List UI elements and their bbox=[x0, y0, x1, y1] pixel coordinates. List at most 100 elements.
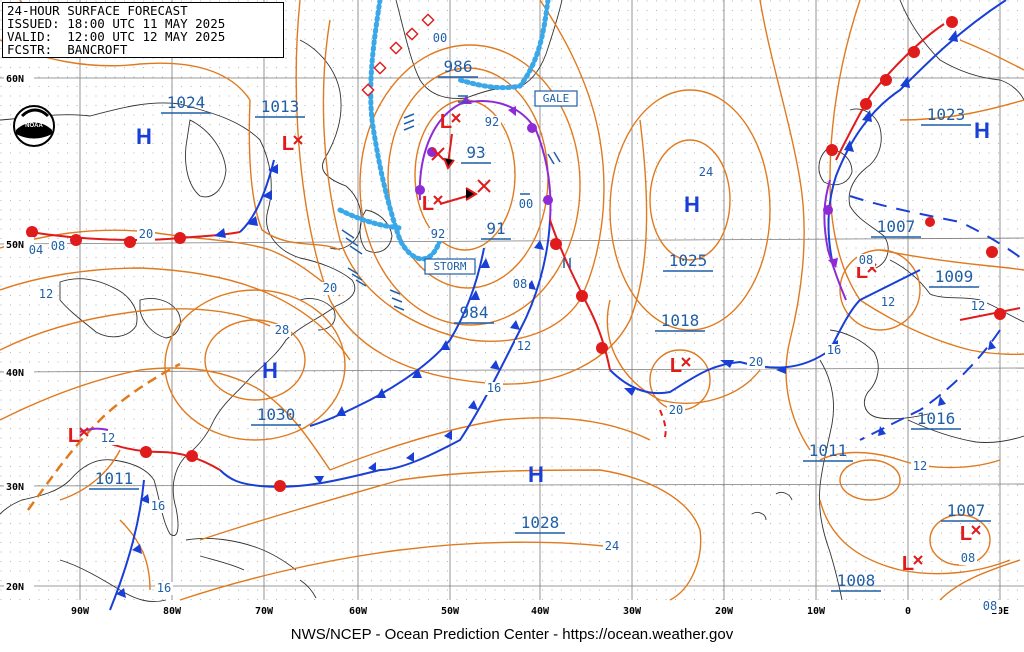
isobar-label: 20 bbox=[323, 281, 337, 295]
isobar-label-bg bbox=[517, 198, 535, 211]
lat-label: 50N bbox=[6, 240, 24, 251]
pressure-value: 986 bbox=[444, 57, 473, 76]
pressure-value: 1009 bbox=[935, 267, 974, 286]
wind-barbs bbox=[341, 95, 571, 311]
isobar-label: 08 bbox=[513, 277, 527, 291]
isobar-label-bg bbox=[515, 340, 533, 353]
lon-label: 60W bbox=[349, 606, 368, 617]
isobar-label: 08 bbox=[961, 551, 975, 565]
lon-label: 40W bbox=[531, 606, 550, 617]
lat-label-bg bbox=[4, 579, 34, 593]
lon-label-bg bbox=[618, 603, 646, 617]
lon-label-bg bbox=[710, 603, 738, 617]
pressure-value: 1013 bbox=[261, 97, 300, 116]
isobar-label: 28 bbox=[275, 323, 289, 337]
lat-label: 20N bbox=[6, 582, 24, 593]
warning-box bbox=[534, 90, 578, 107]
valid-line: VALID: 12:00 UTC 12 MAY 2025 bbox=[7, 29, 226, 44]
isobar-label: 08 bbox=[51, 239, 65, 253]
noaa-logo-text: NOAA bbox=[25, 123, 43, 129]
pressure-value: 1028 bbox=[521, 513, 560, 532]
isobar-label-bg bbox=[99, 432, 117, 445]
low-pressure-symbol: L bbox=[282, 133, 294, 155]
isobar-label: 00 bbox=[433, 31, 447, 45]
isobar-label: 16 bbox=[827, 343, 841, 357]
isobar-label: 12 bbox=[517, 339, 531, 353]
lat-label: 40N bbox=[6, 368, 24, 379]
lat-label: 30N bbox=[6, 482, 24, 493]
low-center-x-icon bbox=[79, 427, 89, 437]
lat-label: 60N bbox=[6, 74, 24, 85]
isobar-label: 24 bbox=[699, 165, 713, 179]
lon-label: 0 bbox=[905, 606, 911, 617]
isobar-label: 92 bbox=[485, 115, 499, 129]
low-center-x-icon bbox=[681, 357, 691, 367]
isobar-label: 92 bbox=[431, 227, 445, 241]
lon-label: 50W bbox=[441, 606, 460, 617]
iceberg-limit bbox=[361, 13, 435, 97]
pressure-value: 1008 bbox=[837, 571, 876, 590]
isobar-label-bg bbox=[483, 116, 501, 129]
warning-box bbox=[424, 258, 476, 275]
isobar-label: 12 bbox=[101, 431, 115, 445]
lon-label: 10W bbox=[807, 606, 826, 617]
fronts bbox=[26, 0, 1024, 611]
low-center-x-icon bbox=[293, 135, 303, 145]
pressure-value: 984 bbox=[460, 303, 489, 322]
pressure-value: 1023 bbox=[927, 105, 966, 124]
lon-label: 90W bbox=[71, 606, 90, 617]
lat-label-bg bbox=[4, 71, 34, 85]
pressure-value: 1016 bbox=[917, 409, 956, 428]
high-pressure-symbol: H bbox=[528, 462, 544, 487]
low-center-x-icon bbox=[971, 525, 981, 535]
pressure-value: 1007 bbox=[877, 217, 916, 236]
isobar-label: 20 bbox=[139, 227, 153, 241]
lon-label-bg bbox=[250, 603, 278, 617]
low-center-x-icon bbox=[451, 113, 461, 123]
lat-label-bg bbox=[4, 365, 34, 379]
isobar-label-bg bbox=[431, 32, 449, 45]
pressure-value: 91 bbox=[486, 219, 505, 238]
pressure-value: 1018 bbox=[661, 311, 700, 330]
chart-title-box: 24-HOUR SURFACE FORECAST ISSUED: 18:00 UT… bbox=[2, 2, 284, 58]
map-canvas: 60N 50N 40N 30N 20N 90W 80W 70W 60W 50W 40W 30W 20W 1… bbox=[0, 0, 1024, 617]
low-pressure-symbol: L bbox=[440, 111, 452, 133]
isobar-label: 12 bbox=[913, 459, 927, 473]
isobar-label: 16 bbox=[157, 581, 171, 595]
warning-label: GALE bbox=[543, 92, 570, 105]
low-pressure-symbol: L bbox=[960, 523, 972, 545]
lon-label: 10E bbox=[991, 606, 1009, 617]
pressure-value: 1025 bbox=[669, 251, 708, 270]
warning-label: STORM bbox=[433, 260, 466, 273]
isobar-label: 20 bbox=[669, 403, 683, 417]
lon-label-bg bbox=[344, 603, 372, 617]
isobar-label-bg bbox=[969, 300, 987, 313]
lon-label: 80W bbox=[163, 606, 182, 617]
isobar-label-bg bbox=[911, 460, 929, 473]
isobar-label-bg bbox=[981, 600, 999, 613]
isobar-label-bg bbox=[667, 404, 685, 417]
isobar-label-bg bbox=[603, 540, 621, 553]
high-pressure-symbol: H bbox=[136, 124, 152, 149]
lon-label: 30W bbox=[623, 606, 642, 617]
high-pressure-symbol: H bbox=[262, 358, 278, 383]
isobar-label-bg bbox=[137, 228, 155, 241]
isobar-label-bg bbox=[37, 288, 55, 301]
isobar-label: 16 bbox=[487, 381, 501, 395]
isobar-label-bg bbox=[959, 552, 977, 565]
isobar-label-bg bbox=[857, 254, 875, 267]
isobar-label-bg bbox=[747, 356, 765, 369]
isobar-label-bg bbox=[273, 324, 291, 337]
issued-line: ISSUED: 18:00 UTC 11 MAY 2025 bbox=[7, 16, 226, 31]
high-pressure-symbol: H bbox=[974, 118, 990, 143]
pressure-value: 93 bbox=[466, 143, 485, 162]
isobar-label: 04 bbox=[29, 243, 43, 257]
lon-label-bg bbox=[158, 603, 186, 617]
lat-label-bg bbox=[4, 237, 34, 251]
pressure-value: 1007 bbox=[947, 501, 986, 520]
pressure-value: 1030 bbox=[257, 405, 296, 424]
isobar-label-bg bbox=[321, 282, 339, 295]
isobar-label-bg bbox=[511, 278, 529, 291]
isobar-label: 08 bbox=[859, 253, 873, 267]
